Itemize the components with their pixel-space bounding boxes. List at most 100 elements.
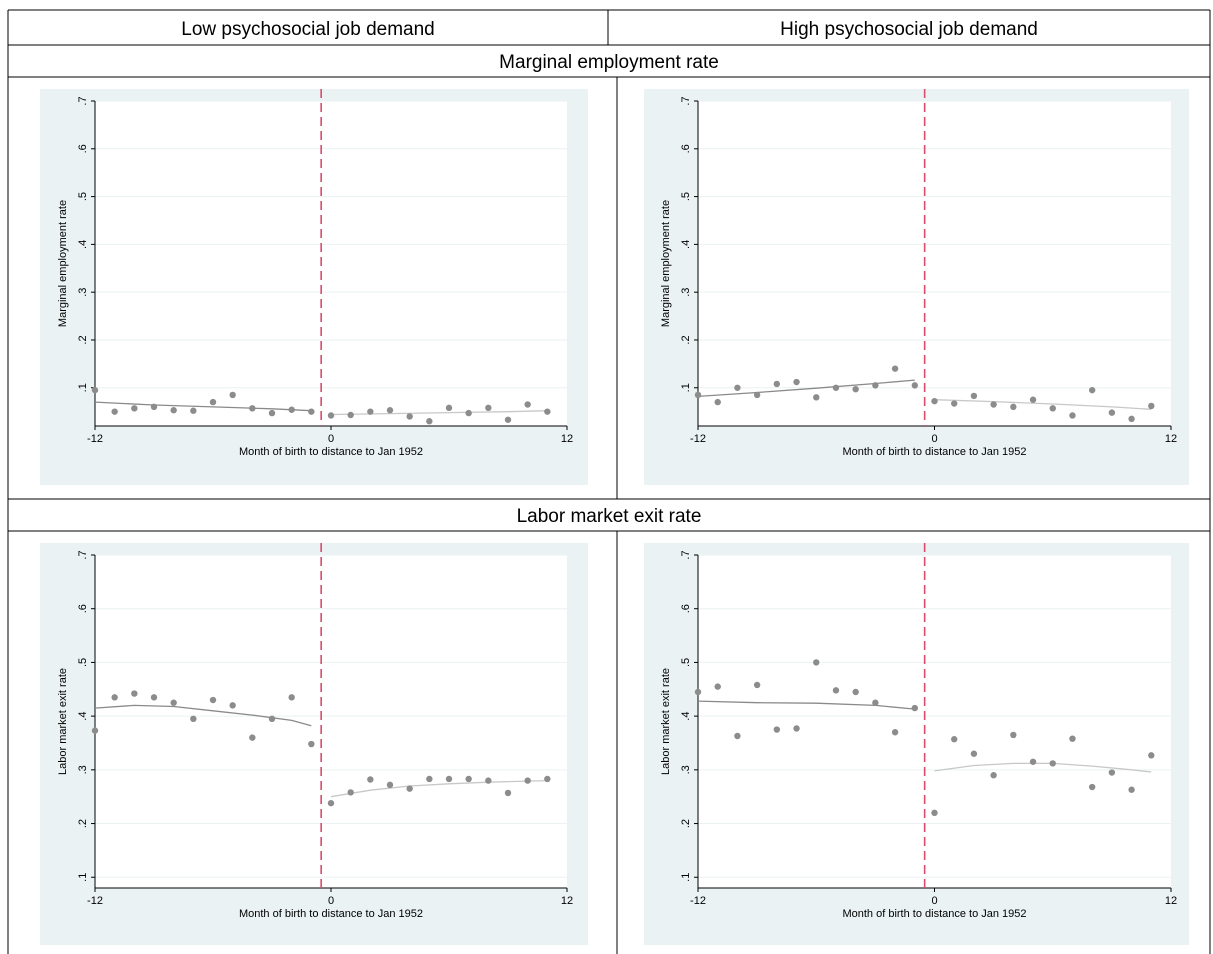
fit-line-left — [94, 401, 312, 412]
y-tick-label: .2 — [77, 819, 89, 828]
data-point — [832, 384, 840, 391]
data-point — [734, 732, 741, 740]
y-tick-label: .3 — [77, 765, 89, 774]
data-point — [386, 781, 394, 789]
data-point — [1010, 403, 1017, 411]
data-point — [1128, 786, 1135, 793]
data-point — [426, 775, 433, 783]
data-point — [504, 789, 512, 797]
y-tick-label: .7 — [77, 550, 89, 559]
x-tick-label: 12 — [1165, 433, 1177, 445]
y-tick-label: .6 — [77, 604, 89, 613]
chart-marginal-low: .1 .2 .3 .4 .5 .6 .7 -12 0 12 Month of birth to di… — [40, 89, 588, 485]
chart-exit-high: .1 .2 .3 .4 .5 .6 .7 -12 0 12 Month of birth to di… — [644, 543, 1189, 945]
x-axis-label: Month of birth to distance to Jan 1952 — [842, 446, 1026, 458]
data-point — [1069, 412, 1076, 419]
data-point — [891, 365, 899, 372]
data-point — [970, 750, 978, 757]
data-point — [367, 408, 374, 415]
data-point — [465, 409, 472, 417]
data-point — [872, 699, 879, 706]
y-tick-label: .5 — [77, 658, 89, 667]
data-point — [1108, 769, 1116, 776]
y-tick-label: .1 — [680, 873, 692, 882]
y-tick-label: .5 — [680, 658, 692, 667]
chart-exit-low: .1 .2 .3 .4 .5 .6 .7 -12 0 12 Month of birth to di… — [40, 543, 588, 945]
data-point — [111, 694, 118, 701]
y-tick-label: .2 — [77, 335, 89, 344]
data-point — [91, 386, 99, 394]
data-point — [990, 401, 997, 408]
y-axis-label: Marginal employment rate — [660, 200, 672, 327]
y-tick-label: .7 — [77, 96, 89, 105]
x-tick-label: 12 — [561, 895, 573, 907]
data-point — [445, 775, 453, 783]
data-point — [524, 401, 531, 408]
fit-line-left — [94, 704, 312, 727]
data-point — [1029, 758, 1037, 765]
data-point — [911, 382, 918, 389]
data-point — [753, 391, 761, 399]
data-point — [406, 785, 413, 792]
x-tick-label: 0 — [931, 433, 937, 445]
data-point — [170, 699, 177, 706]
data-point — [753, 681, 761, 689]
row-header-exit: Labor market exit rate — [517, 506, 702, 527]
plot-area — [95, 555, 567, 888]
fit-line-left — [697, 379, 915, 398]
y-axis-label: Labor market exit rate — [57, 668, 69, 775]
data-point — [990, 772, 997, 779]
data-point — [347, 411, 354, 419]
data-point — [229, 391, 236, 399]
data-point — [1148, 402, 1155, 410]
data-point — [773, 726, 781, 733]
data-point — [1049, 405, 1056, 412]
data-point — [91, 727, 99, 734]
data-point — [544, 408, 551, 415]
data-point — [288, 406, 295, 413]
y-tick-label: .5 — [77, 192, 89, 201]
data-point — [268, 715, 276, 723]
data-point — [714, 683, 721, 690]
data-point — [970, 392, 978, 400]
y-tick-label: .5 — [680, 192, 692, 201]
data-point — [1029, 396, 1037, 403]
data-point — [1148, 752, 1155, 759]
x-tick-label: -12 — [690, 895, 706, 907]
data-point — [406, 413, 413, 420]
data-point — [852, 688, 859, 696]
x-tick-label: 0 — [328, 895, 334, 907]
data-point — [229, 702, 236, 709]
data-point — [485, 404, 492, 412]
data-point — [1088, 386, 1096, 394]
data-point — [150, 694, 158, 701]
data-point — [1128, 415, 1135, 423]
x-tick-label: 0 — [931, 895, 937, 907]
y-tick-label: .6 — [680, 144, 692, 153]
col-header-high: High psychosocial job demand — [780, 19, 1038, 40]
data-point — [544, 775, 551, 783]
data-point — [734, 384, 741, 391]
chart-marginal-high: .1 .2 .3 .4 .5 .6 .7 -12 0 12 Month of birth to di… — [644, 89, 1189, 485]
plot-area — [698, 555, 1171, 888]
data-point — [773, 380, 781, 388]
y-tick-label: .4 — [680, 712, 692, 721]
x-tick-label: -12 — [87, 895, 103, 907]
data-point — [367, 776, 374, 783]
data-point — [951, 736, 958, 743]
data-point — [852, 385, 859, 393]
y-tick-label: .2 — [680, 819, 692, 828]
y-tick-label: .1 — [680, 383, 692, 392]
data-point — [150, 403, 158, 411]
data-point — [694, 391, 702, 399]
y-axis-label: Marginal employment rate — [57, 200, 69, 327]
data-point — [872, 382, 879, 389]
data-point — [504, 416, 512, 423]
x-axis-label: Month of birth to distance to Jan 1952 — [239, 908, 423, 920]
y-tick-label: .4 — [77, 712, 89, 721]
data-point — [327, 412, 335, 419]
y-tick-label: .7 — [680, 550, 692, 559]
plot-area — [698, 101, 1171, 426]
x-tick-label: 0 — [328, 433, 334, 445]
data-point — [714, 398, 721, 406]
